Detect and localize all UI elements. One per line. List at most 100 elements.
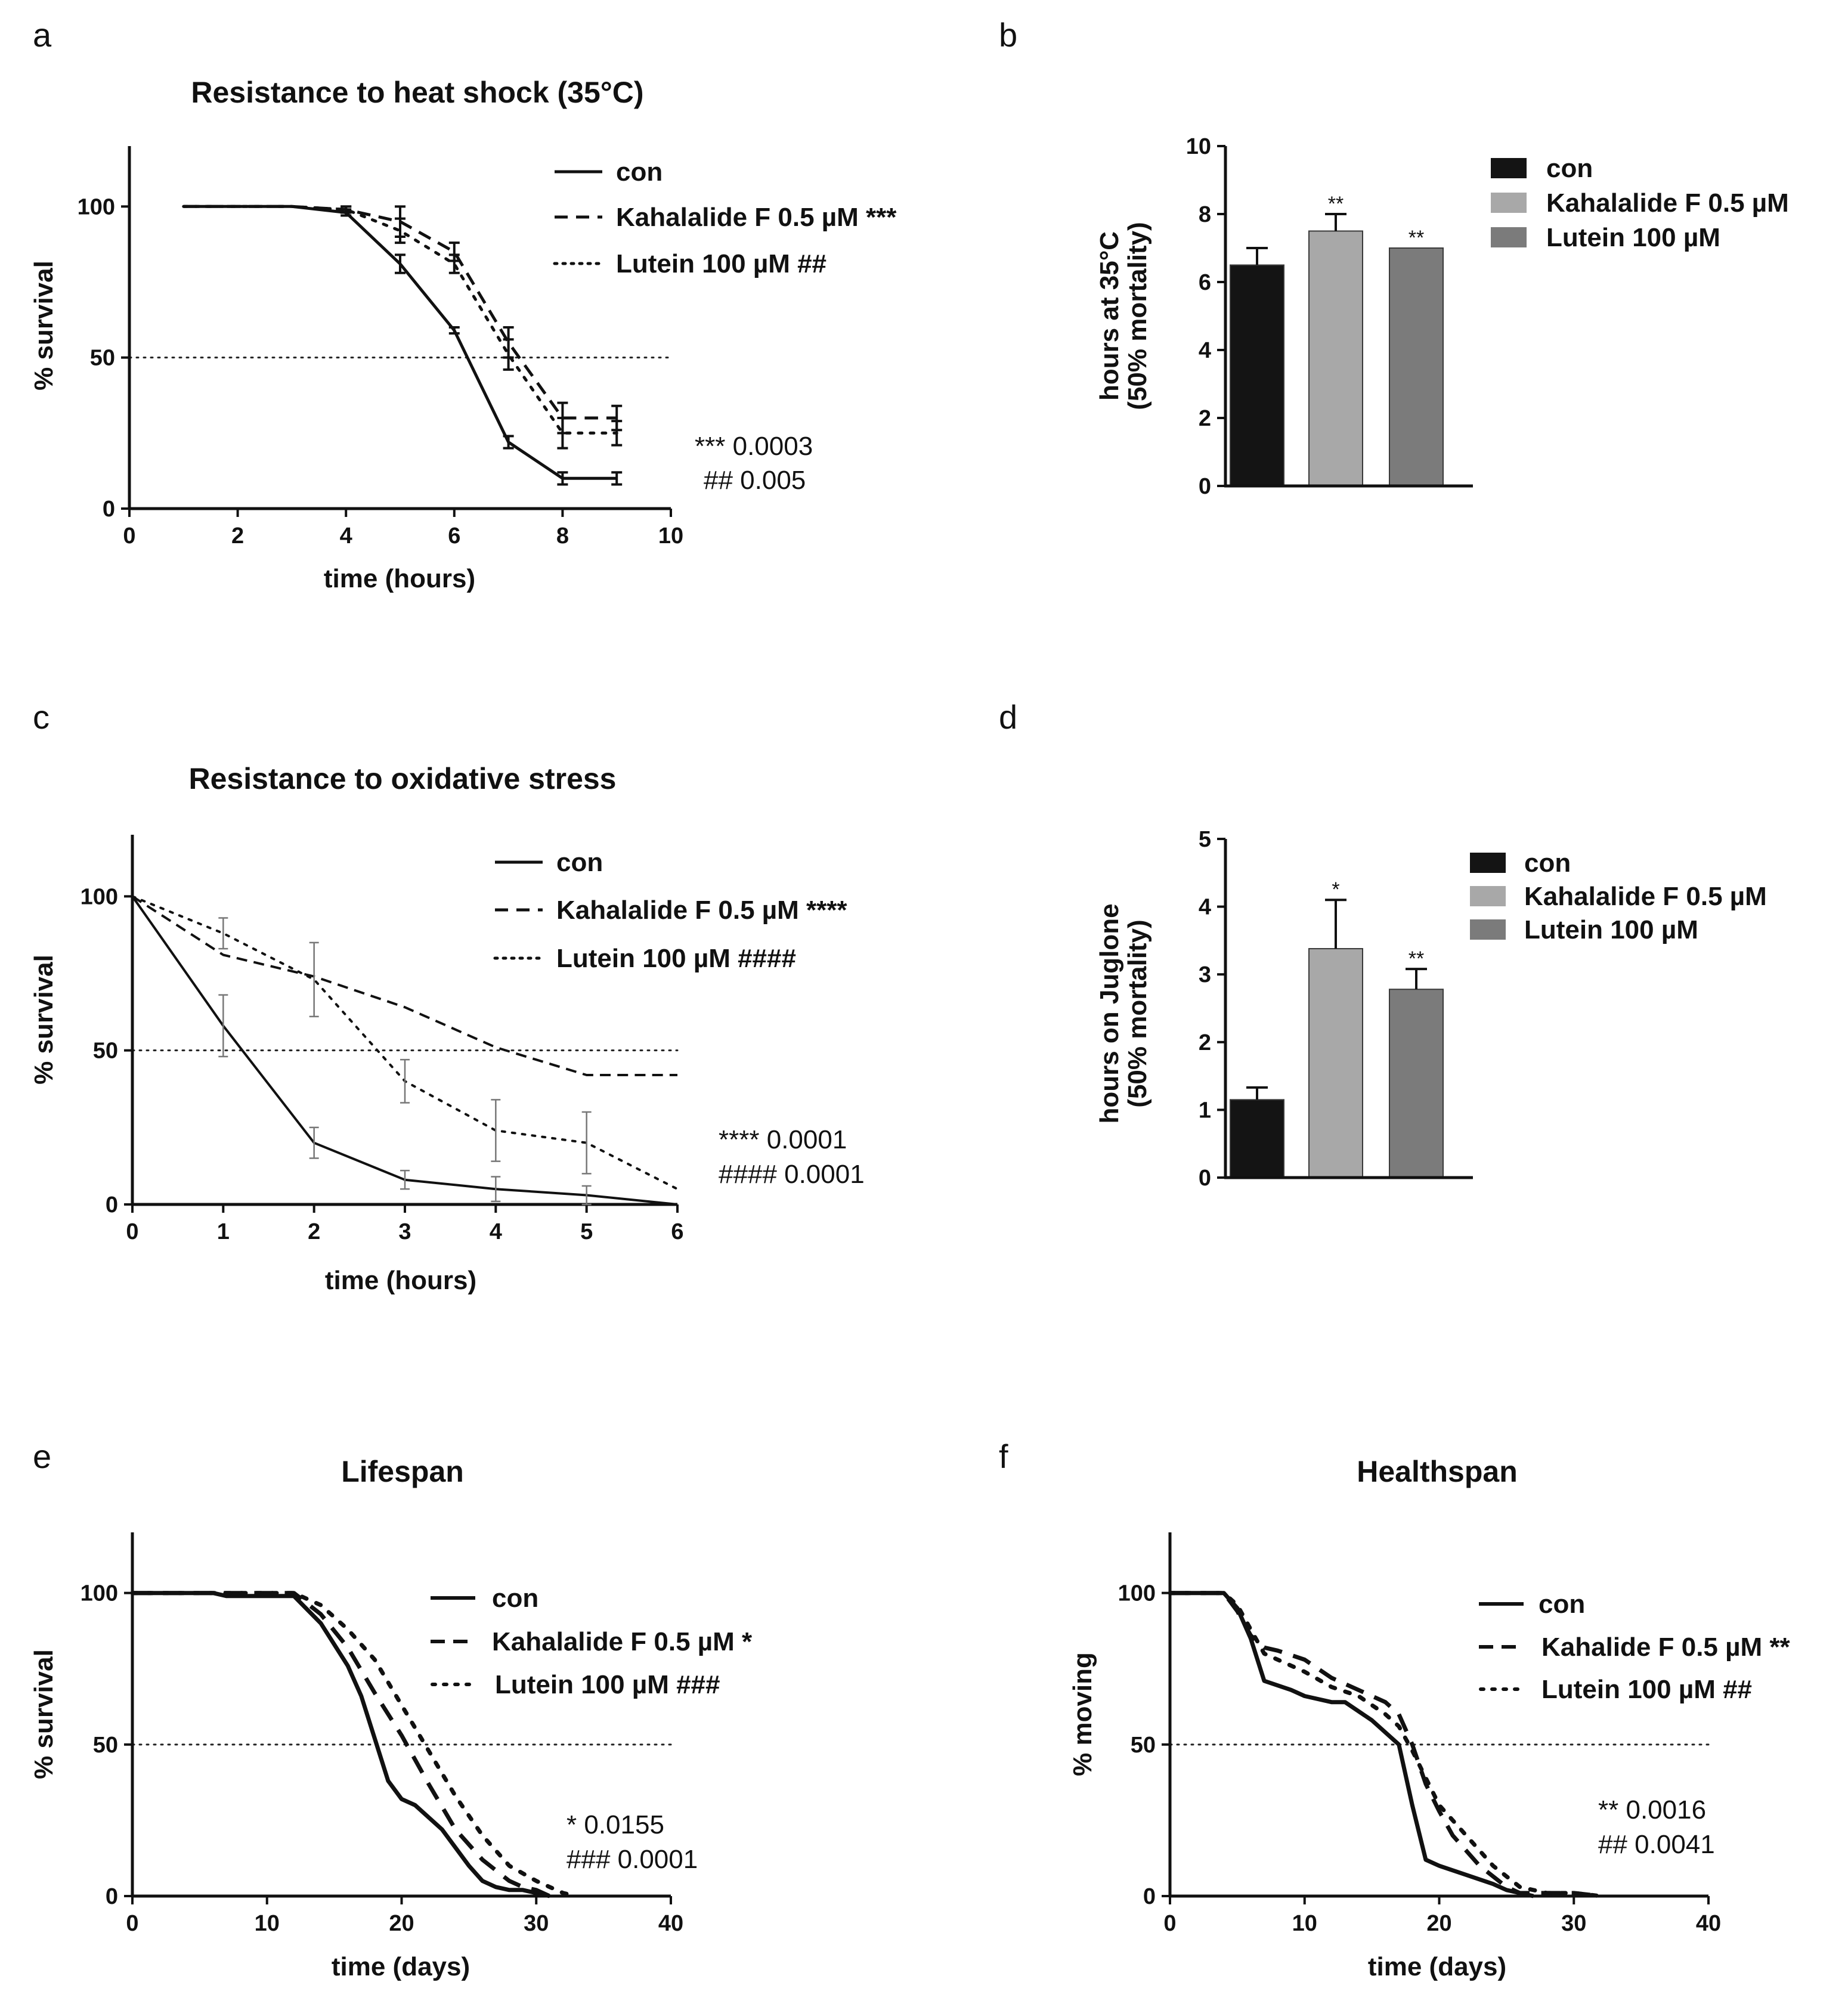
legend-label-con: con: [556, 848, 603, 877]
legend-label-kahalalide: Kahalalide F 0.5 µM *: [492, 1627, 753, 1656]
legend-label-con: con: [1524, 848, 1571, 878]
y-tick-label: 0: [103, 497, 115, 522]
panel-a-heat-shock-survival: a Resistance to heat shock (35°C) time (…: [29, 16, 897, 593]
panel-label-a: a: [33, 16, 52, 54]
panel-f-healthspan: f Healthspan time (days) % moving con Ka…: [999, 1438, 1790, 1981]
y-axis-label: % moving: [1068, 1652, 1097, 1776]
y-axis-label-line1: hours at 35°C: [1095, 231, 1124, 401]
x-tick-label: 0: [126, 1911, 138, 1936]
x-tick-label: 4: [490, 1219, 502, 1244]
legend-label-con: con: [616, 157, 663, 187]
panel-label-b: b: [999, 16, 1017, 54]
panel-label-f: f: [999, 1438, 1008, 1475]
series-line-2: [131, 895, 679, 1191]
significance-label: *: [1332, 878, 1339, 901]
x-tick-label: 0: [1163, 1911, 1176, 1936]
series-line-2: [130, 1591, 579, 1898]
legend-swatch-con: [1491, 158, 1527, 178]
x-tick-label: 40: [1696, 1911, 1721, 1936]
significance-lutein: #### 0.0001: [719, 1160, 865, 1189]
y-tick-label: 5: [1199, 827, 1211, 852]
bar-2: [1389, 247, 1444, 487]
legend-label-lutein: Lutein 100 µM ##: [616, 249, 827, 278]
series-line-2: [1168, 1591, 1603, 1898]
significance-lutein: ### 0.0001: [567, 1845, 698, 1874]
x-tick-label: 6: [448, 524, 460, 549]
series-line-0: [132, 1591, 550, 1898]
y-tick-label: 100: [81, 1581, 118, 1606]
bar-2: [1389, 989, 1444, 1179]
x-tick-label: 40: [658, 1911, 683, 1936]
x-tick-label: 0: [126, 1219, 138, 1244]
series-line-0: [183, 205, 617, 480]
x-tick-label: 2: [308, 1219, 320, 1244]
legend-label-con: con: [1539, 1590, 1585, 1619]
y-tick-label: 50: [1131, 1733, 1156, 1758]
x-tick-label: 20: [389, 1911, 414, 1936]
panel-c-oxidative-stress-survival: c Resistance to oxidative stress time (h…: [29, 698, 865, 1295]
y-axis-label-line2: (50% mortality): [1123, 919, 1152, 1107]
panel-d-juglone-bars: d hours on Juglone (50% mortality) con K…: [999, 698, 1767, 1191]
legend: con Kahalalide F 0.5 µM * Lutein 100 µM …: [431, 1584, 753, 1699]
y-tick-label: 2: [1199, 406, 1211, 431]
y-tick-label: 100: [81, 884, 118, 909]
legend-label-kahalide: Kahalide F 0.5 µM **: [1541, 1633, 1790, 1662]
x-tick-label: 5: [580, 1219, 593, 1244]
y-tick-label: 4: [1199, 338, 1211, 363]
x-tick-label: 1: [217, 1219, 230, 1244]
legend-label-lutein: Lutein 100 µM ####: [556, 944, 796, 973]
y-tick-label: 50: [93, 1733, 118, 1758]
x-tick-label: 10: [255, 1911, 280, 1936]
y-axis-label: % survival: [29, 955, 58, 1085]
y-tick-label: 4: [1199, 895, 1211, 920]
legend: con Kahalalide F 0.5 µM Lutein 100 µM: [1470, 848, 1767, 944]
x-tick-label: 0: [123, 524, 135, 549]
legend: con Kahalalide F 0.5 µM *** Lutein 100 µ…: [553, 157, 897, 278]
x-tick-label: 3: [398, 1219, 411, 1244]
significance-lutein: ## 0.005: [704, 466, 806, 495]
significance-kahalalide: *** 0.0003: [695, 432, 813, 461]
legend-swatch-con: [1470, 853, 1506, 873]
significance-label: **: [1409, 947, 1424, 970]
x-tick-label: 20: [1426, 1911, 1451, 1936]
x-tick-label: 6: [671, 1219, 683, 1244]
bar-0: [1230, 264, 1284, 487]
x-tick-label: 30: [524, 1911, 549, 1936]
legend-label-lutein: Lutein 100 µM ###: [495, 1670, 720, 1699]
y-tick-label: 0: [1143, 1884, 1156, 1909]
x-axis-label: time (days): [332, 1952, 470, 1981]
chart-title: Resistance to oxidative stress: [189, 762, 617, 795]
y-tick-label: 8: [1199, 202, 1211, 227]
series-line-1: [1170, 1591, 1601, 1898]
x-tick-label: 10: [658, 524, 683, 549]
y-tick-label: 0: [1199, 1166, 1211, 1191]
panel-label-e: e: [33, 1438, 51, 1475]
chart-title: Resistance to heat shock (35°C): [191, 76, 643, 109]
y-tick-label: 100: [78, 194, 115, 219]
series-line-1: [131, 895, 677, 1076]
y-tick-label: 10: [1186, 134, 1211, 159]
chart-title: Lifespan: [341, 1455, 464, 1488]
significance-kahalalide: * 0.0155: [567, 1810, 664, 1839]
significance-lutein: ## 0.0041: [1598, 1830, 1715, 1859]
panel-label-d: d: [999, 698, 1017, 736]
legend-label-lutein: Lutein 100 µM: [1546, 223, 1720, 252]
series-line-0: [1170, 1591, 1534, 1898]
bar-1: [1308, 230, 1363, 487]
y-tick-label: 0: [1199, 474, 1211, 499]
x-axis-label: time (hours): [324, 564, 475, 593]
x-tick-label: 10: [1292, 1911, 1317, 1936]
significance-label: **: [1328, 193, 1344, 215]
x-tick-label: 4: [340, 524, 352, 549]
legend-swatch-lutein: [1470, 919, 1506, 940]
legend-swatch-kahalalide: [1470, 886, 1506, 906]
legend-label-kahalalide: Kahalalide F 0.5 µM: [1524, 882, 1767, 911]
legend: con Kahalide F 0.5 µM ** Lutein 100 µM #…: [1479, 1590, 1790, 1704]
significance-kahalide: ** 0.0016: [1598, 1795, 1706, 1825]
y-tick-label: 50: [93, 1039, 118, 1064]
x-tick-label: 8: [556, 524, 569, 549]
x-tick-label: 30: [1561, 1911, 1586, 1936]
y-tick-label: 1: [1199, 1098, 1211, 1123]
panel-label-c: c: [33, 698, 49, 736]
